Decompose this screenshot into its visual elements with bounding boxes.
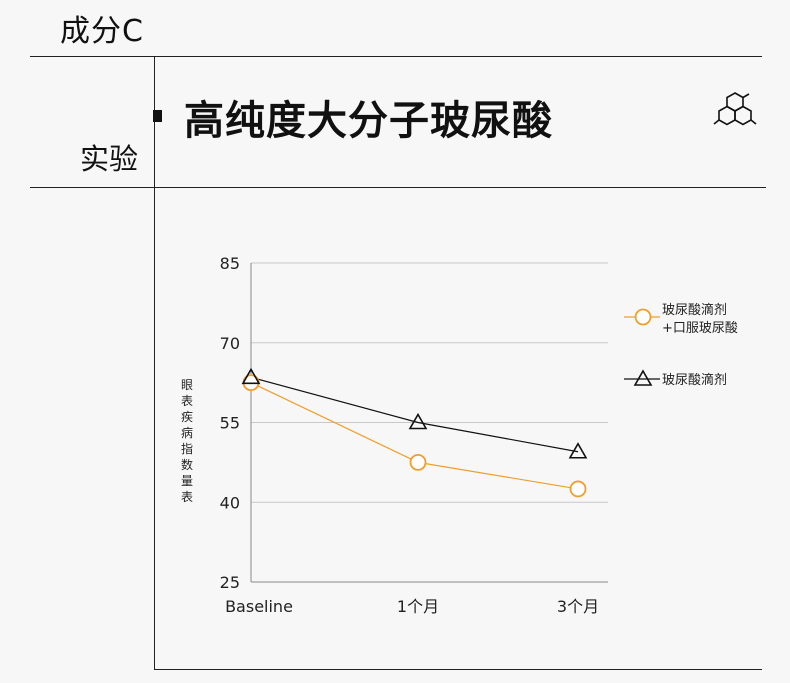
- molecule-hexagon-icon: [713, 92, 757, 126]
- x-tick-label: 1个月: [397, 597, 439, 616]
- legend-label: 玻尿酸滴剂: [662, 302, 727, 318]
- series-line: [250, 376, 579, 453]
- y-axis-label-char: 量: [181, 474, 193, 488]
- data-point-triangle: [568, 442, 588, 459]
- y-tick-label: 70: [220, 334, 240, 353]
- y-tick-label: 25: [220, 573, 240, 592]
- heading-bullet: [153, 110, 162, 122]
- vertical-divider: [154, 56, 155, 670]
- data-point-triangle: [408, 412, 428, 430]
- y-axis-label-char: 眼: [181, 378, 193, 392]
- data-point-circle: [409, 453, 427, 471]
- y-tick-label: 40: [220, 493, 240, 512]
- ingredient-title: 成分C: [60, 14, 144, 49]
- experiment-title: 实验: [80, 142, 139, 176]
- legend-label: +口服玻尿酸: [662, 321, 738, 336]
- data-point-circle: [569, 480, 587, 498]
- heading-divider: [30, 187, 766, 188]
- x-tick-label: 3个月: [557, 597, 599, 616]
- data-point-triangle: [633, 369, 653, 386]
- x-tick-label: Baseline: [225, 597, 293, 616]
- y-axis-label-char: 数: [181, 457, 193, 472]
- series-line: [250, 382, 579, 490]
- y-axis-label-char: 疾: [181, 409, 193, 424]
- data-point-circle: [634, 308, 652, 326]
- y-tick-label: 85: [220, 254, 240, 273]
- y-tick-label: 55: [220, 414, 240, 433]
- top-divider: [30, 56, 762, 57]
- y-axis-label-char: 指: [181, 441, 193, 456]
- main-heading: 高纯度大分子玻尿酸: [184, 98, 553, 144]
- data-point-triangle: [241, 367, 261, 385]
- y-axis-label-char: 病: [181, 425, 193, 440]
- y-axis-label-char: 表: [181, 394, 193, 408]
- y-axis-label-char: 表: [181, 490, 193, 504]
- legend-label: 玻尿酸滴剂: [662, 372, 727, 388]
- bottom-divider: [154, 669, 762, 670]
